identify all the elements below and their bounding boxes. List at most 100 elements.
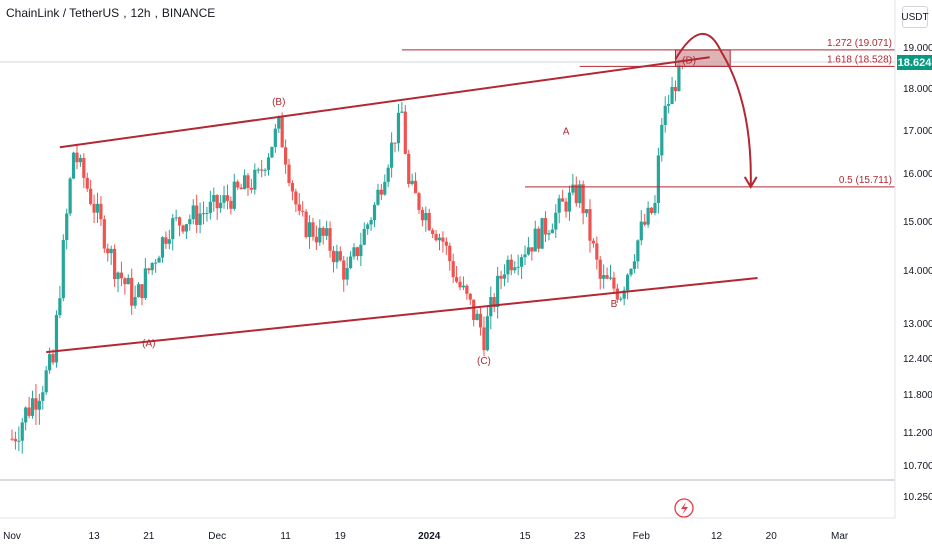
lightning-icon	[681, 502, 688, 515]
candle	[232, 173, 236, 211]
candle	[608, 264, 613, 281]
candle-body	[270, 146, 274, 158]
candle	[663, 96, 667, 133]
candle-body	[348, 256, 353, 269]
candle	[20, 417, 24, 454]
candle-body	[280, 116, 284, 148]
candle	[99, 196, 103, 227]
candle	[622, 286, 626, 306]
candle-body	[13, 438, 18, 442]
candle-body	[513, 267, 517, 271]
candle-body	[509, 259, 513, 271]
candle	[458, 276, 462, 291]
time-tick-label: 23	[574, 531, 586, 542]
candle-body	[92, 203, 96, 213]
candle	[331, 245, 336, 273]
candle-body	[157, 257, 161, 263]
candle-body	[533, 228, 537, 252]
candle-body	[478, 313, 483, 328]
candle	[567, 185, 572, 221]
candle-body	[164, 237, 168, 244]
candle	[540, 217, 544, 249]
candle-body	[143, 268, 147, 299]
candle-body	[444, 241, 448, 246]
candle-body	[639, 221, 643, 241]
candle-body	[496, 275, 500, 308]
candle	[653, 195, 657, 216]
candle	[602, 264, 606, 289]
candle	[513, 260, 517, 274]
candle	[85, 172, 89, 192]
candle	[667, 94, 671, 114]
candle-body	[65, 213, 69, 241]
candle-body	[307, 222, 312, 238]
candle	[174, 209, 178, 222]
candle	[270, 146, 274, 159]
candle	[506, 255, 510, 283]
candle-body	[34, 398, 38, 410]
candle	[198, 202, 202, 234]
candle-body	[123, 278, 127, 285]
candle-body	[584, 209, 589, 214]
candle	[472, 299, 476, 327]
candle-body	[581, 184, 585, 214]
candle	[420, 206, 424, 227]
candle	[352, 243, 356, 260]
candle-body	[318, 227, 322, 243]
candle-body	[427, 212, 431, 231]
candle	[75, 145, 79, 170]
candle	[376, 183, 380, 206]
candle-body	[20, 422, 24, 441]
time-tick-label: 2024	[418, 531, 441, 542]
candlestick-series	[10, 58, 684, 454]
candle	[595, 236, 599, 270]
time-tick-label: 13	[89, 531, 101, 542]
candle-body	[219, 202, 223, 209]
candle-body	[615, 288, 619, 300]
candle-body	[17, 440, 21, 442]
candle	[280, 112, 284, 148]
fib-level-label: 1.272 (19.071)	[827, 38, 892, 49]
candle	[383, 174, 387, 196]
candle-body	[588, 209, 592, 241]
currency-unit-button[interactable]: USDT	[901, 6, 929, 28]
candle	[533, 220, 537, 252]
candle-body	[102, 219, 106, 249]
candle	[492, 293, 496, 313]
candle-body	[608, 277, 613, 279]
candle-body	[461, 285, 466, 288]
candle-body	[632, 261, 637, 269]
candle-body	[27, 407, 31, 416]
candle-body	[58, 298, 62, 316]
candle	[27, 396, 31, 419]
candle	[92, 194, 96, 224]
candle	[379, 183, 383, 201]
candle-body	[85, 177, 89, 189]
symbol-name: ChainLink / TetherUS	[6, 6, 120, 20]
wave-label: (C)	[477, 356, 491, 367]
candle	[205, 206, 209, 222]
time-tick-label: 19	[335, 531, 347, 542]
candle-body	[629, 268, 633, 275]
price-tick-label: 17.000	[903, 126, 932, 137]
candle-body	[345, 268, 349, 280]
candle	[649, 206, 654, 215]
candle-body	[147, 268, 151, 271]
candle-body	[154, 262, 158, 264]
candle-body	[290, 183, 295, 192]
candle	[629, 268, 633, 277]
candle	[598, 255, 602, 290]
candle	[537, 226, 541, 253]
candle-body	[260, 169, 264, 171]
candle-body	[311, 222, 315, 237]
candle	[307, 215, 312, 249]
candle	[390, 132, 394, 178]
candle-body	[653, 202, 657, 214]
candle	[284, 139, 288, 174]
candle	[561, 189, 565, 202]
candle-body	[184, 224, 189, 232]
candle	[417, 191, 421, 214]
candle	[348, 251, 353, 270]
candle-body	[215, 195, 219, 209]
